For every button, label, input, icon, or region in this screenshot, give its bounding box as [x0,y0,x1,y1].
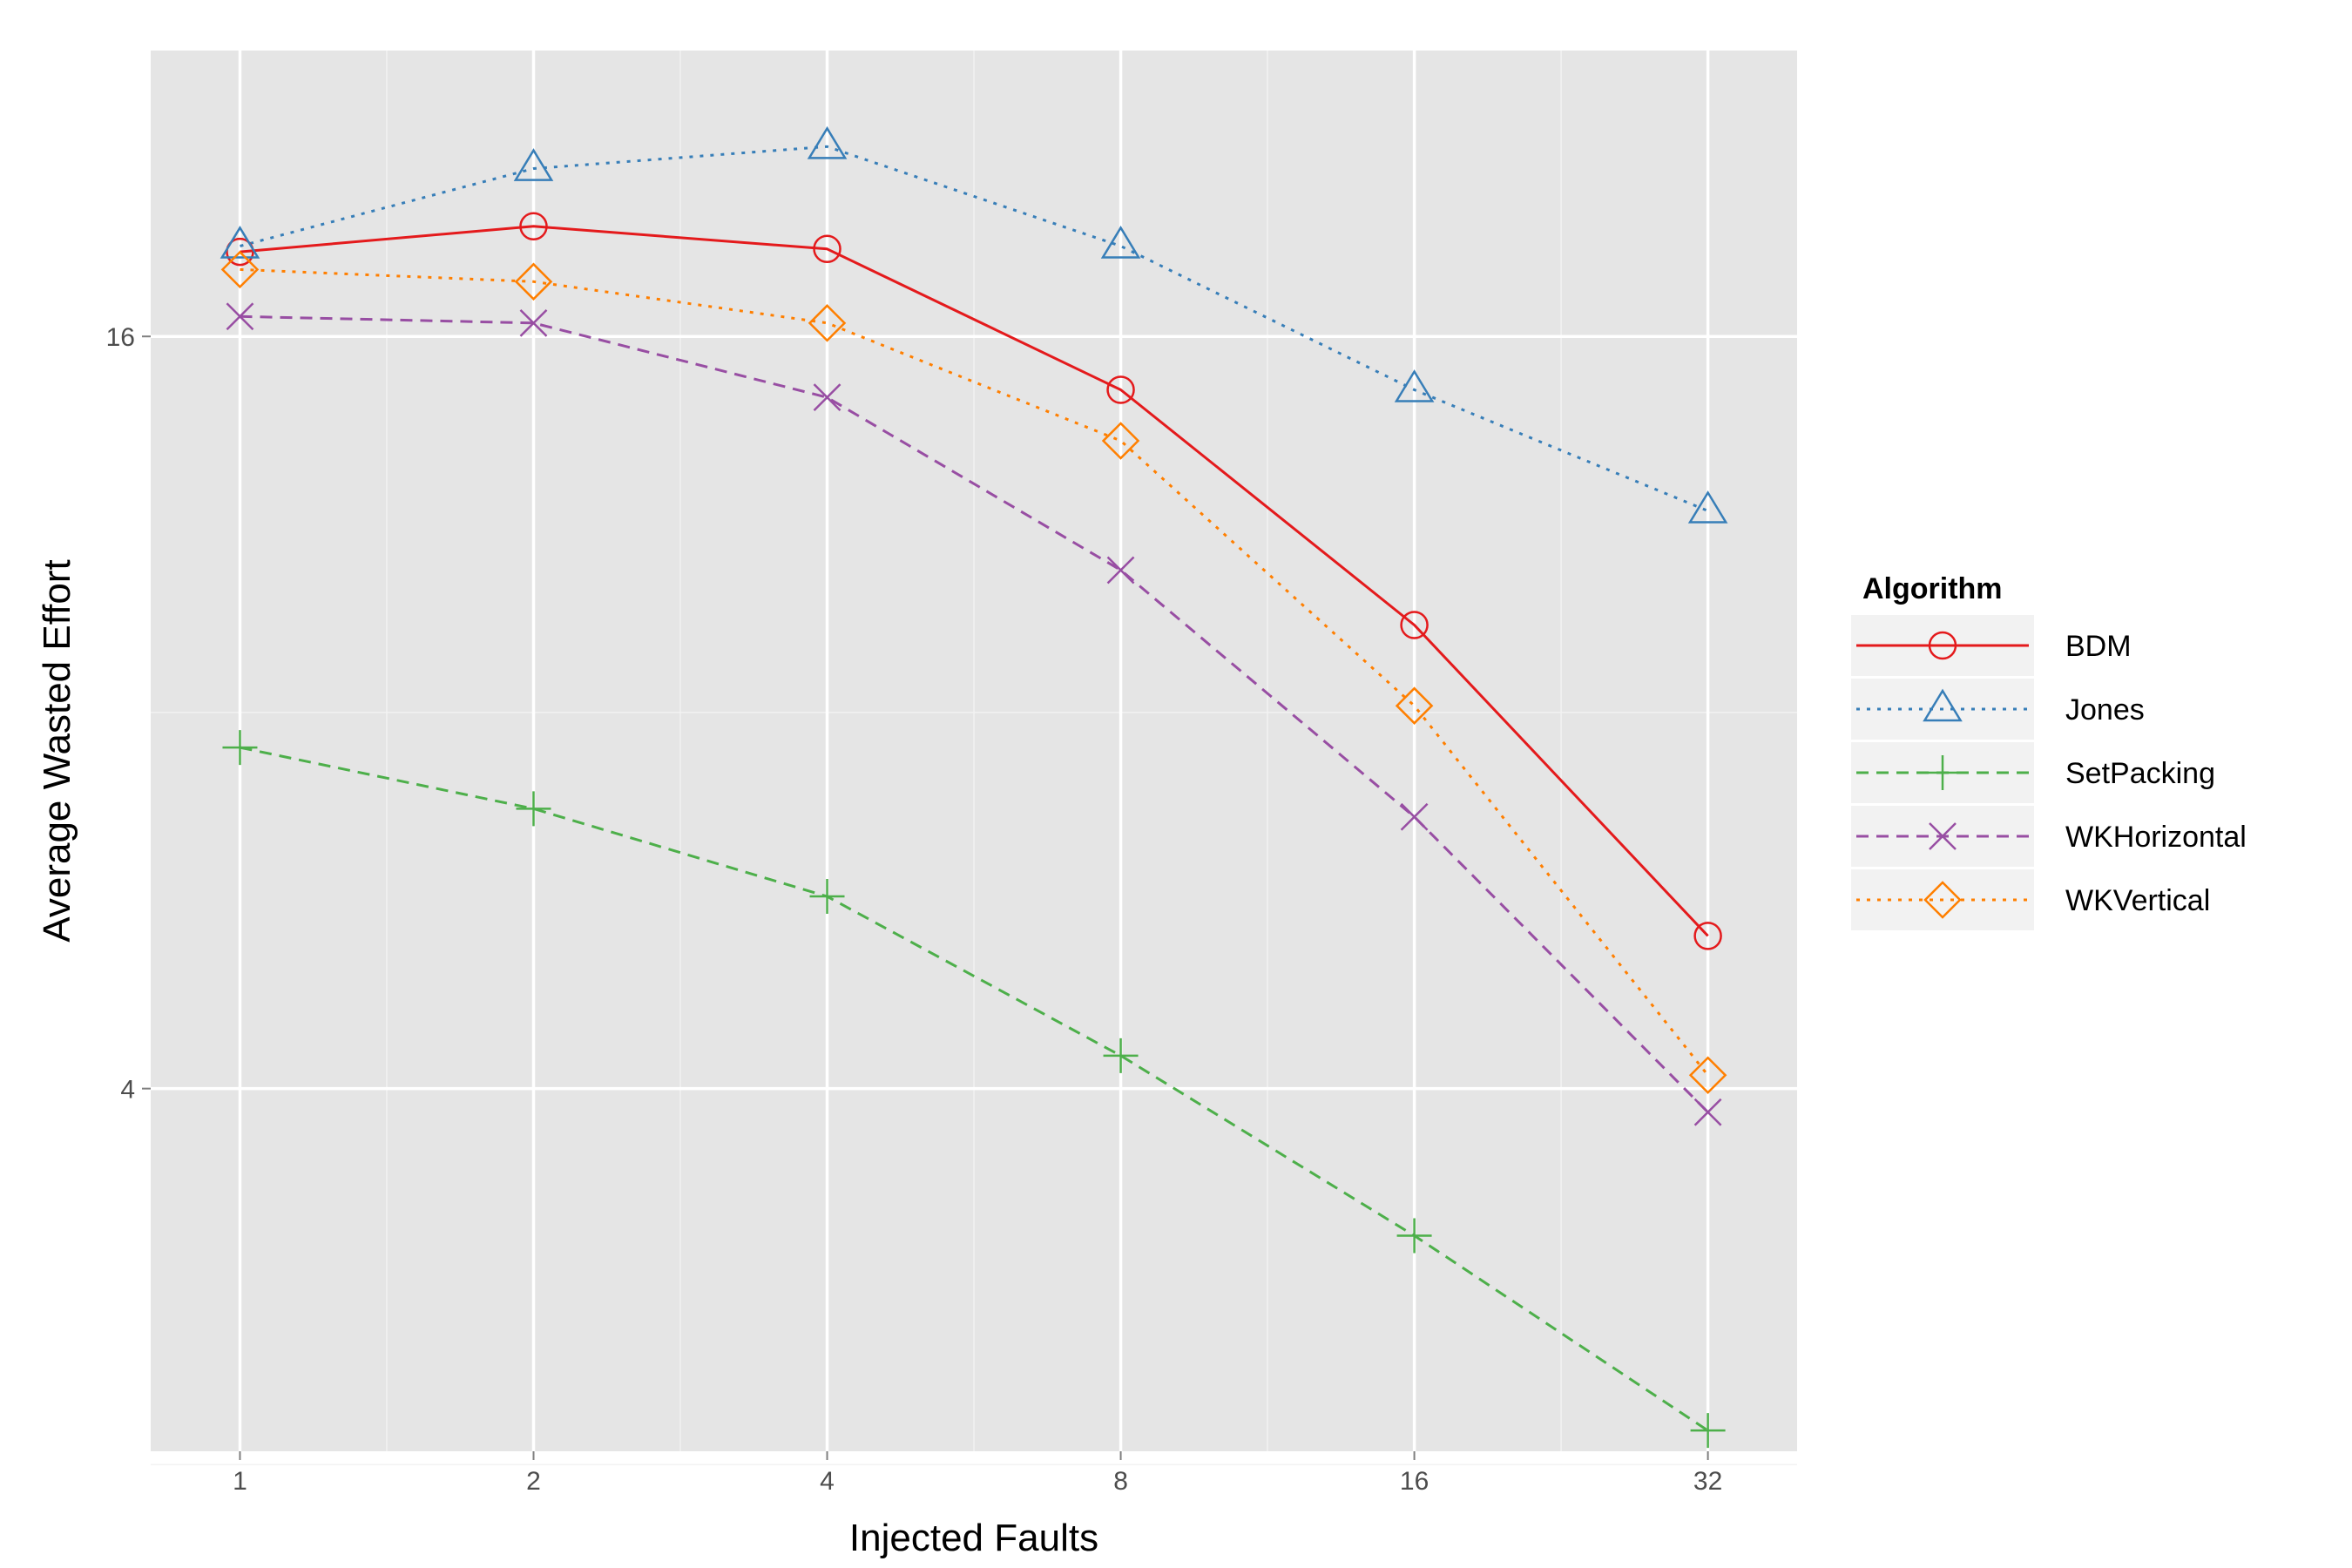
data-point-jones [807,125,848,159]
series-line-jones [240,145,1709,512]
data-point-bdm [1106,375,1135,404]
data-point-setpacking [809,879,845,915]
y-tick-label: 16 [106,323,135,352]
legend-label-setpacking: SetPacking [2065,757,2215,790]
data-point-jones [513,148,554,181]
data-point-wkvertical [1101,422,1140,460]
data-point-wkvertical [220,250,260,289]
y-tick-label: 4 [120,1076,135,1105]
data-point-wkhorizontal [1106,556,1135,585]
x-tick-label: 4 [820,1467,835,1496]
data-point-bdm [519,212,548,241]
minor-gridlines [151,51,1797,1466]
data-point-setpacking [222,730,258,766]
series-line-wkvertical [240,267,1709,1077]
series-line-setpacking [240,746,1709,1432]
data-point-bdm [813,234,841,264]
data-point-setpacking [516,791,551,827]
data-point-jones [1100,226,1141,259]
legend-marker-jones [1923,688,1963,722]
data-point-jones [1687,490,1728,524]
data-point-wkhorizontal [1400,802,1429,831]
data-point-wkhorizontal [226,302,254,331]
legend-label-bdm: BDM [2065,630,2132,663]
data-point-wkvertical [514,262,553,301]
x-tick-label: 32 [1693,1467,1722,1496]
legend-label-jones: Jones [2065,693,2145,727]
legend-label-wkvertical: WKVertical [2065,884,2210,917]
legend-marker-setpacking [1925,755,1960,790]
legend-marker-wkhorizontal [1929,822,1957,850]
data-point-wkhorizontal [813,383,841,412]
x-tick-label: 8 [1113,1467,1128,1496]
y-axis: 4 16 [106,323,151,1105]
data-point-setpacking [1103,1037,1139,1073]
x-tick-label: 2 [526,1467,541,1496]
data-point-setpacking [1396,1218,1432,1254]
series-line-bdm [240,225,1709,937]
data-point-wkhorizontal [519,308,548,337]
data-point-wkvertical [1395,686,1434,725]
series-line-wkhorizontal [240,314,1709,1113]
data-point-setpacking [1690,1413,1726,1449]
data-point-bdm [1400,611,1429,639]
legend: Algorithm BDM Jones SetPacking WKHorizontal… [1851,572,2247,930]
data-point-jones [1394,369,1435,402]
data-point-bdm [1693,922,1722,950]
x-tick-label: 1 [233,1467,247,1496]
x-tick-label: 16 [1400,1467,1429,1496]
data-point-wkvertical [1688,1056,1727,1095]
data-point-jones [220,226,260,259]
series-lines [240,145,1709,1432]
series-points [220,125,1728,1449]
legend-label-wkhorizontal: WKHorizontal [2065,821,2247,854]
data-point-bdm [226,237,254,267]
data-point-wkhorizontal [1693,1098,1722,1126]
x-axis-title: Injected Faults [849,1517,1098,1559]
x-axis: 1 2 4 8 16 32 [233,1451,1722,1496]
legend-marker-bdm [1928,631,1957,660]
data-point-wkvertical [808,304,847,342]
legend-marker-wkvertical [1923,881,1962,919]
legend-title: Algorithm [1862,572,2003,605]
major-gridlines [151,51,1797,1451]
y-axis-title: Average Wasted Effort [36,559,78,942]
